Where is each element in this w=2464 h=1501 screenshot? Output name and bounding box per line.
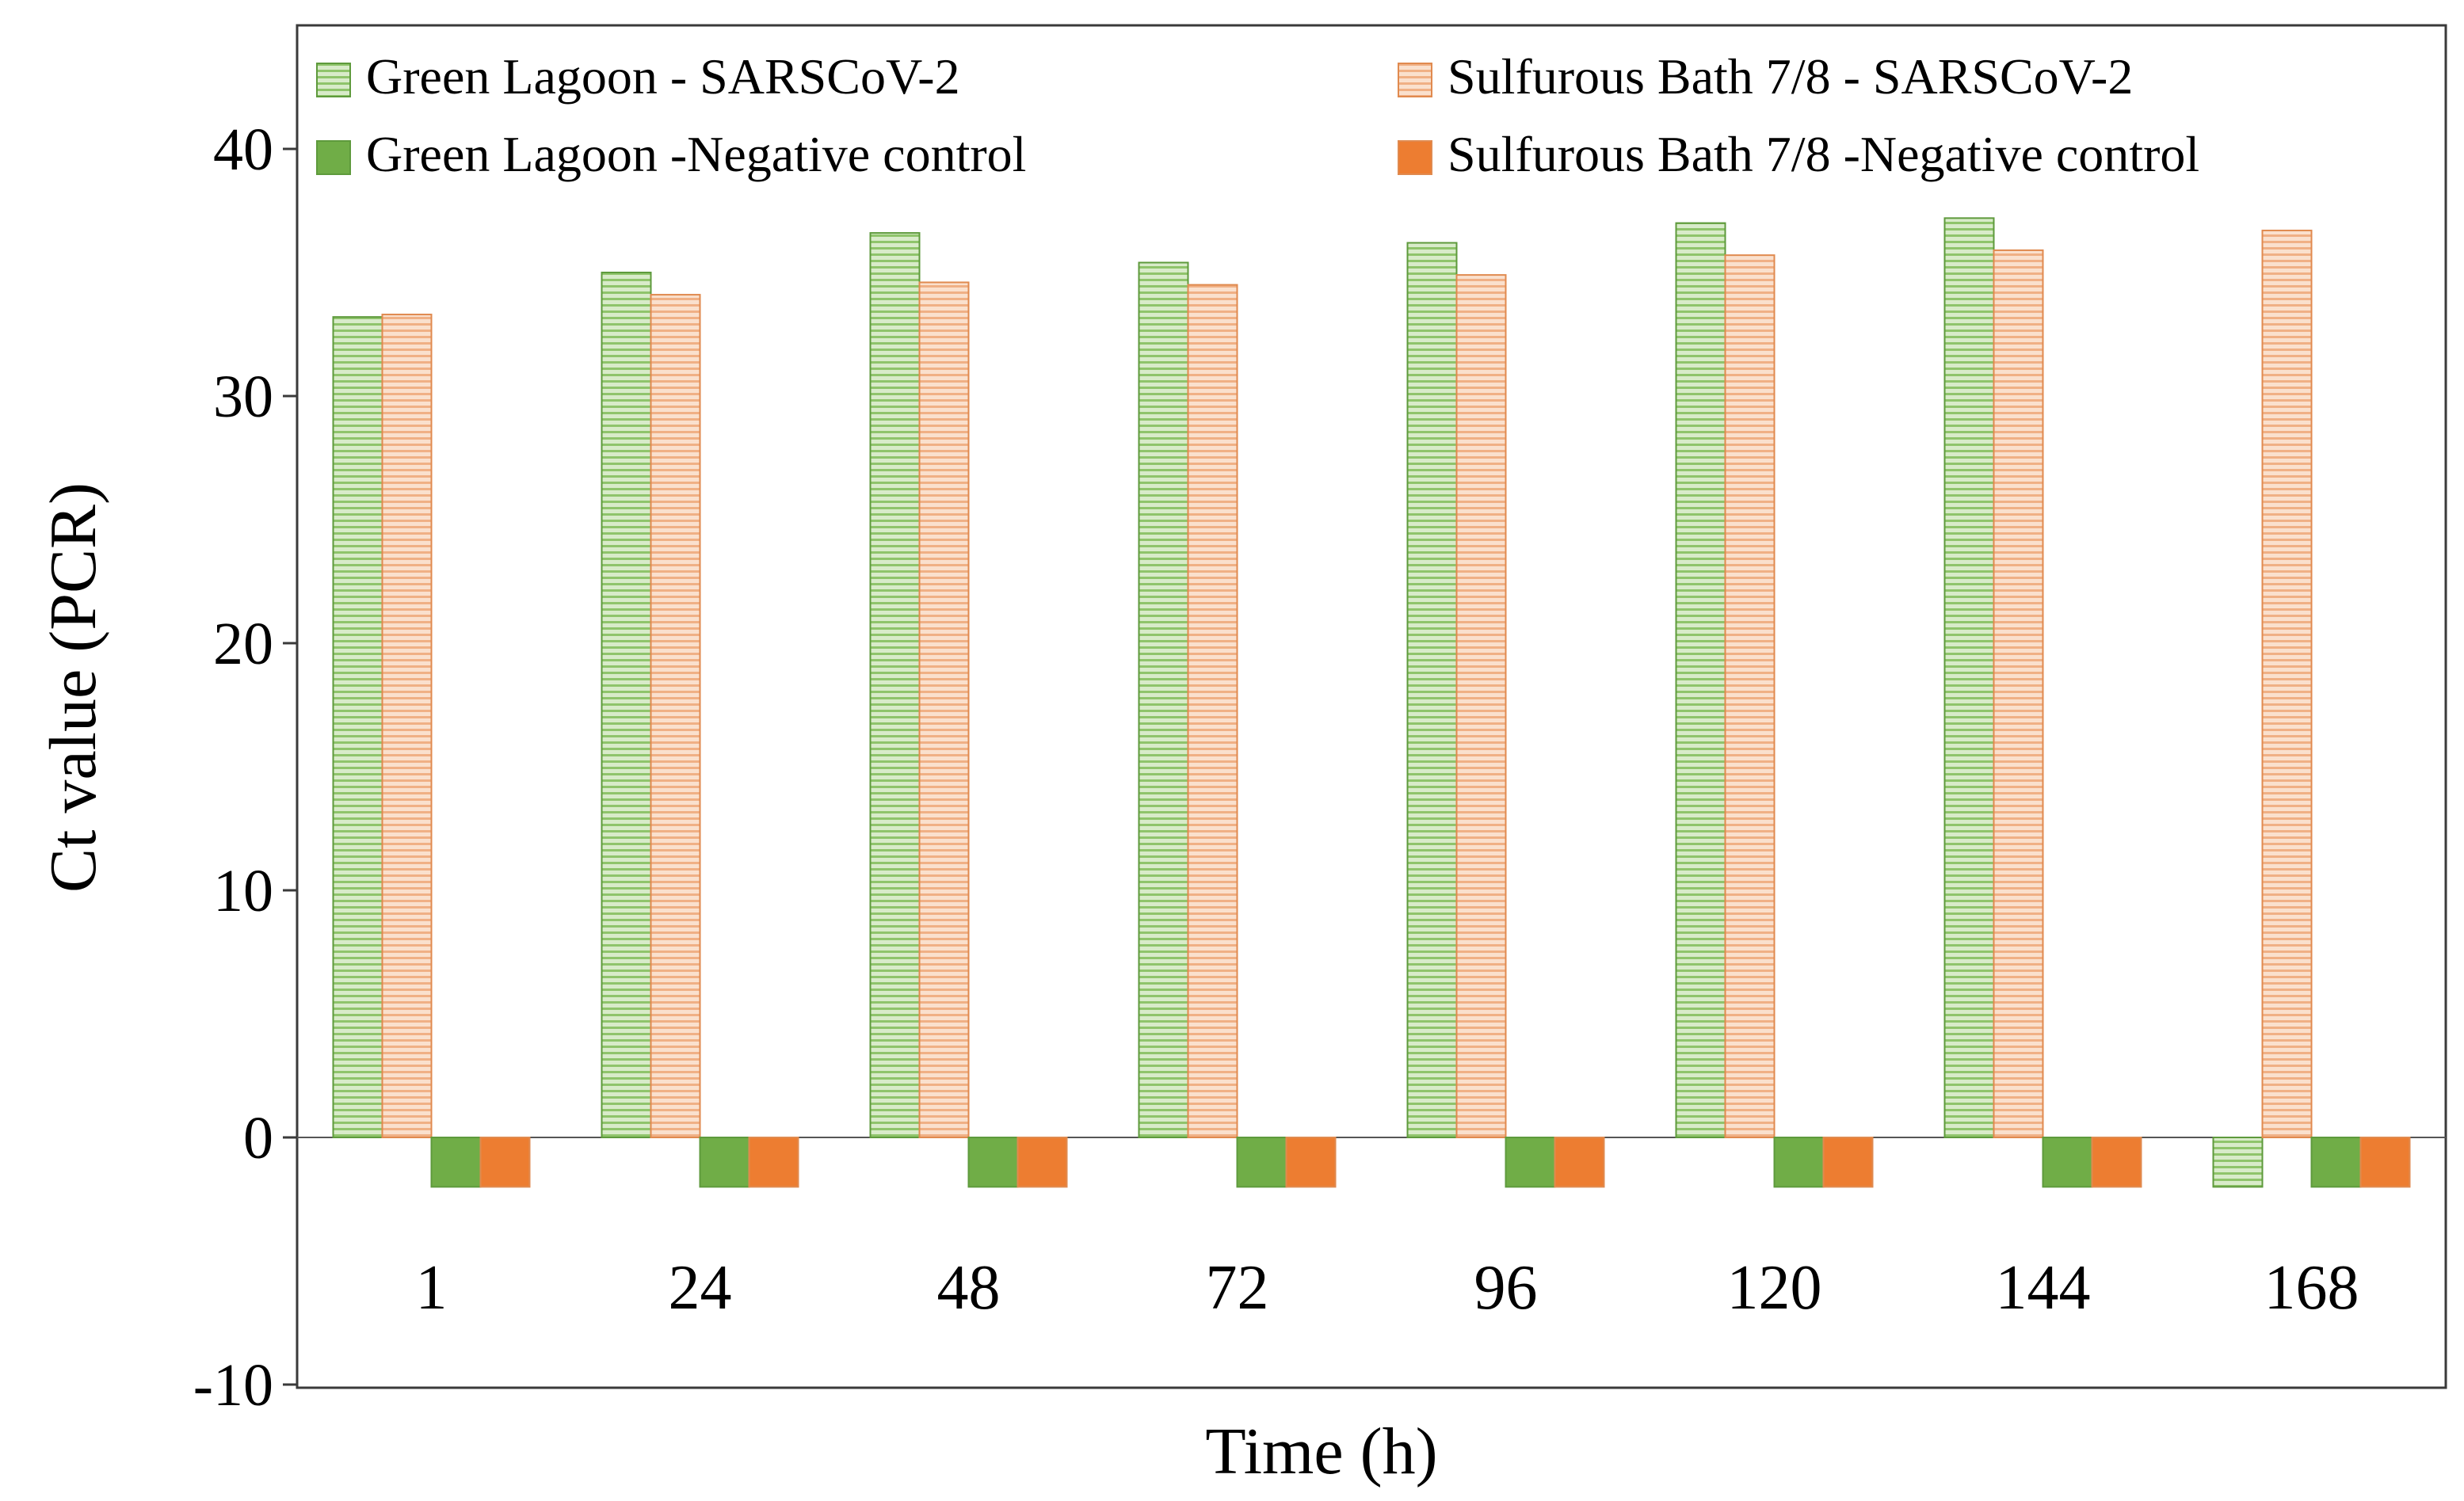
bar-4-24 bbox=[748, 1137, 799, 1188]
y-tick-label: 20 bbox=[213, 611, 273, 677]
bar-2-72 bbox=[1187, 284, 1238, 1139]
bar-3-144 bbox=[2042, 1137, 2093, 1188]
x-axis-label: Time (h) bbox=[1205, 1415, 1437, 1488]
bar-2-96 bbox=[1455, 274, 1507, 1138]
bar-1-72 bbox=[1138, 261, 1189, 1138]
legend-swatch bbox=[1398, 140, 1432, 175]
x-tick-label: 144 bbox=[1996, 1253, 2091, 1323]
x-tick-label: 24 bbox=[669, 1253, 732, 1323]
bar-2-168 bbox=[2261, 229, 2313, 1139]
legend-label: Green Lagoon - SARSCoV-2 bbox=[366, 48, 960, 105]
bar-4-96 bbox=[1554, 1137, 1605, 1188]
bar-1-1 bbox=[332, 316, 383, 1138]
y-tick-label: -10 bbox=[193, 1352, 273, 1419]
y-tick-label: 30 bbox=[213, 364, 273, 430]
x-tick-label: 96 bbox=[1474, 1253, 1538, 1323]
x-tick-label: 168 bbox=[2264, 1253, 2359, 1323]
bar-4-48 bbox=[1016, 1137, 1068, 1188]
plot-area bbox=[296, 24, 2447, 1389]
bar-2-120 bbox=[1724, 254, 1776, 1138]
bar-4-72 bbox=[1285, 1137, 1337, 1188]
x-tick-label: 48 bbox=[937, 1253, 1001, 1323]
bar-4-168 bbox=[2359, 1137, 2411, 1188]
y-tick-label: 10 bbox=[213, 858, 273, 924]
legend-label: Green Lagoon -Negative control bbox=[366, 126, 1026, 182]
bar-3-72 bbox=[1236, 1137, 1287, 1188]
bar-2-48 bbox=[918, 281, 970, 1139]
bar-3-120 bbox=[1773, 1137, 1825, 1188]
bar-4-1 bbox=[479, 1137, 531, 1188]
bar-1-168 bbox=[2212, 1137, 2264, 1188]
bar-2-1 bbox=[381, 314, 433, 1138]
bar-1-120 bbox=[1675, 222, 1726, 1139]
y-axis: -10 0 10 20 30 40 bbox=[193, 116, 297, 1419]
legend-swatch bbox=[1398, 63, 1432, 97]
x-tick-labels: 1 24 48 72 96 120 144 168 bbox=[416, 1253, 2359, 1323]
legend-swatch bbox=[316, 140, 351, 175]
bar-3-24 bbox=[699, 1137, 750, 1188]
bar-3-168 bbox=[2310, 1137, 2362, 1188]
legend: Green Lagoon - SARSCoV-2 Sulfurous Bath 7… bbox=[316, 48, 2199, 182]
bar-2-24 bbox=[650, 294, 701, 1139]
bar-1-96 bbox=[1406, 242, 1458, 1138]
legend-label: Sulfurous Bath 7/8 -Negative control bbox=[1448, 126, 2199, 182]
x-tick-label: 120 bbox=[1727, 1253, 1822, 1323]
bar-3-48 bbox=[967, 1137, 1019, 1188]
x-tick-label: 72 bbox=[1206, 1253, 1269, 1323]
bar-1-24 bbox=[601, 272, 652, 1138]
legend-label: Sulfurous Bath 7/8 - SARSCoV-2 bbox=[1448, 48, 2133, 105]
y-axis-label: Ct value (PCR) bbox=[36, 482, 110, 893]
y-tick-label: 40 bbox=[213, 116, 273, 183]
bar-1-48 bbox=[869, 232, 921, 1139]
y-tick-label: 0 bbox=[243, 1105, 273, 1171]
bar-3-96 bbox=[1505, 1137, 1556, 1188]
bar-1-144 bbox=[1943, 217, 1995, 1138]
bar-4-120 bbox=[1822, 1137, 1874, 1188]
legend-swatch bbox=[316, 63, 351, 97]
x-tick-label: 1 bbox=[416, 1253, 448, 1323]
bars bbox=[332, 217, 2411, 1188]
bar-2-144 bbox=[1993, 249, 2044, 1138]
bar-3-1 bbox=[430, 1137, 482, 1188]
bar-4-144 bbox=[2091, 1137, 2142, 1188]
